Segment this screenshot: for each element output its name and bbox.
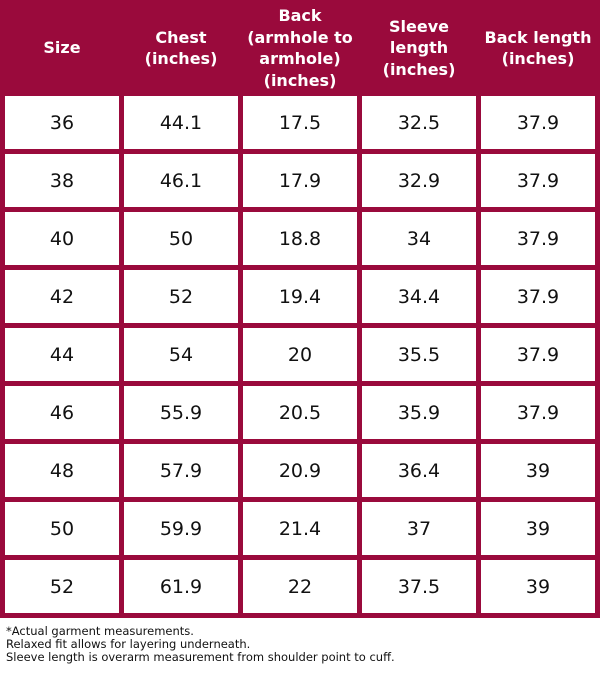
cell-chest: 55.9 (124, 386, 238, 440)
cell-sleeve-length: 35.5 (362, 328, 476, 382)
header-size: Size (5, 5, 119, 92)
cell-size: 44 (5, 328, 119, 382)
cell-sleeve-length: 35.9 (362, 386, 476, 440)
cell-back: 19.4 (243, 270, 357, 324)
cell-back-length: 37.9 (481, 386, 595, 440)
cell-chest: 61.9 (124, 560, 238, 614)
cell-back: 20 (243, 328, 357, 382)
cell-back: 17.5 (243, 96, 357, 150)
cell-sleeve-length: 34 (362, 212, 476, 266)
table-row: 50 59.9 21.4 37 39 (5, 502, 595, 556)
table-row: 48 57.9 20.9 36.4 39 (5, 444, 595, 498)
cell-back: 20.9 (243, 444, 357, 498)
header-chest: Chest (inches) (124, 5, 238, 92)
cell-back-length: 37.9 (481, 154, 595, 208)
cell-back-length: 37.9 (481, 212, 595, 266)
cell-back-length: 39 (481, 444, 595, 498)
footnotes: *Actual garment measurements. Relaxed fi… (6, 625, 395, 664)
cell-size: 36 (5, 96, 119, 150)
cell-sleeve-length: 34.4 (362, 270, 476, 324)
cell-back-length: 37.9 (481, 328, 595, 382)
cell-back: 20.5 (243, 386, 357, 440)
cell-chest: 44.1 (124, 96, 238, 150)
cell-chest: 54 (124, 328, 238, 382)
cell-back: 22 (243, 560, 357, 614)
footnote-relaxed-fit: Relaxed fit allows for layering undernea… (6, 637, 251, 651)
header-sleeve-length: Sleeve length (inches) (362, 5, 476, 92)
cell-sleeve-length: 37.5 (362, 560, 476, 614)
cell-back: 21.4 (243, 502, 357, 556)
cell-back-length: 39 (481, 560, 595, 614)
cell-chest: 46.1 (124, 154, 238, 208)
cell-back: 17.9 (243, 154, 357, 208)
cell-size: 48 (5, 444, 119, 498)
cell-back-length: 37.9 (481, 270, 595, 324)
cell-chest: 50 (124, 212, 238, 266)
cell-sleeve-length: 37 (362, 502, 476, 556)
table-row: 42 52 19.4 34.4 37.9 (5, 270, 595, 324)
cell-back-length: 39 (481, 502, 595, 556)
cell-size: 46 (5, 386, 119, 440)
cell-sleeve-length: 32.9 (362, 154, 476, 208)
footnote-sleeve-length: Sleeve length is overarm measurement fro… (6, 650, 395, 664)
header-row: Size Chest (inches) Back (armhole to arm… (5, 5, 595, 92)
table-row: 38 46.1 17.9 32.9 37.9 (5, 154, 595, 208)
cell-size: 42 (5, 270, 119, 324)
table-row: 52 61.9 22 37.5 39 (5, 560, 595, 614)
table-row: 46 55.9 20.5 35.9 37.9 (5, 386, 595, 440)
cell-chest: 52 (124, 270, 238, 324)
cell-size: 50 (5, 502, 119, 556)
footnote-measurements: *Actual garment measurements. (6, 624, 194, 638)
cell-size: 52 (5, 560, 119, 614)
table-row: 44 54 20 35.5 37.9 (5, 328, 595, 382)
cell-chest: 59.9 (124, 502, 238, 556)
cell-back-length: 37.9 (481, 96, 595, 150)
cell-size: 40 (5, 212, 119, 266)
header-back-length: Back length (inches) (481, 5, 595, 92)
cell-chest: 57.9 (124, 444, 238, 498)
cell-sleeve-length: 32.5 (362, 96, 476, 150)
size-chart-table: Size Chest (inches) Back (armhole to arm… (0, 0, 600, 619)
table-row: 40 50 18.8 34 37.9 (5, 212, 595, 266)
header-back: Back (armhole to armhole) (inches) (243, 5, 357, 92)
cell-size: 38 (5, 154, 119, 208)
table-row: 36 44.1 17.5 32.5 37.9 (5, 96, 595, 150)
cell-sleeve-length: 36.4 (362, 444, 476, 498)
cell-back: 18.8 (243, 212, 357, 266)
